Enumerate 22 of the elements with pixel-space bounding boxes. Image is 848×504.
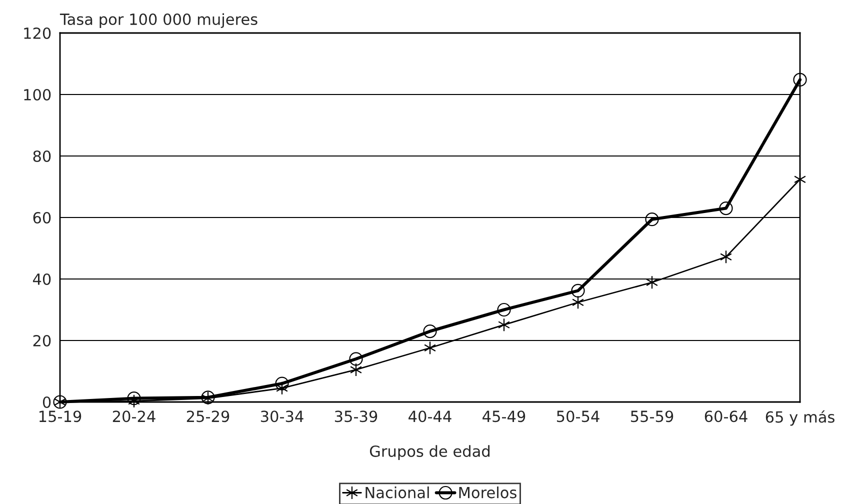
x-tick-label: 35-39 <box>334 410 378 422</box>
y-tick-label: 80 <box>33 150 51 162</box>
y-tick-label: 100 <box>24 88 51 101</box>
x-tick-label: 45-49 <box>482 410 526 422</box>
x-tick-label: 55-59 <box>630 410 674 422</box>
y-tick-label: 40 <box>32 273 51 286</box>
y-tick-label: 120 <box>24 27 51 40</box>
x-tick-label: 60-64 <box>704 410 748 422</box>
y-tick-label: 0 <box>42 396 51 408</box>
legend-label: Nacional <box>366 486 429 498</box>
x-tick-label: 20-24 <box>112 410 156 422</box>
x-tick-label: 50-54 <box>556 410 600 422</box>
y-tick-label: 20 <box>33 334 51 347</box>
x-tick-label: 30-34 <box>260 410 304 422</box>
x-axis-title: Grupos de edad <box>370 445 490 460</box>
x-tick-label: 15-19 <box>39 410 82 422</box>
y-axis-title: Tasa por 100 000 mujeres <box>60 13 258 28</box>
x-tick-label: 65 y más <box>766 410 834 426</box>
y-tick-label: 60 <box>33 212 51 224</box>
x-tick-label: 40-44 <box>408 410 452 422</box>
x-tick-label: 25-29 <box>186 410 230 422</box>
legend-label: Morelos <box>459 486 516 498</box>
